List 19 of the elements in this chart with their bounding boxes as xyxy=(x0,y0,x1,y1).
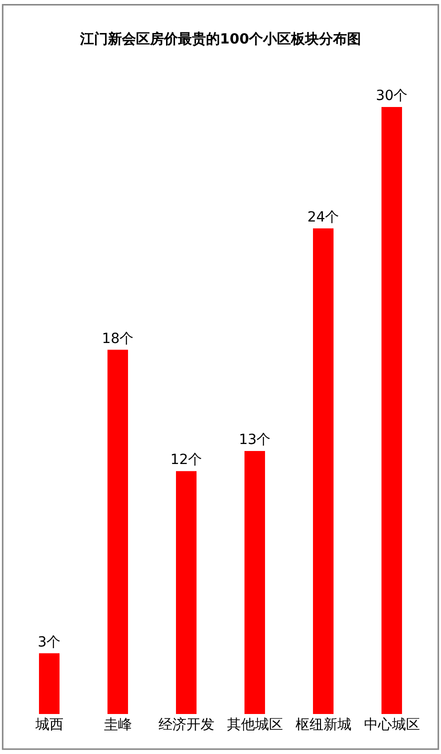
bar xyxy=(38,653,60,714)
bar xyxy=(312,228,334,714)
data-label: 13个 xyxy=(238,432,271,448)
bar xyxy=(381,106,402,714)
data-label: 3个 xyxy=(38,634,61,650)
bar xyxy=(244,450,266,714)
x-tick-label: 枢纽新城 xyxy=(295,717,352,733)
data-label: 12个 xyxy=(170,452,202,468)
chart-title: 江门新会区房价最贵的100个小区板块分布图 xyxy=(78,30,362,48)
x-tick-label: 经济开发 xyxy=(158,717,214,733)
data-label: 30个 xyxy=(376,88,408,104)
x-tick-label: 圭峰 xyxy=(104,717,132,733)
bar xyxy=(107,350,128,714)
x-tick-label: 城西 xyxy=(34,717,64,733)
data-label: 18个 xyxy=(102,330,134,347)
x-tick-label: 中心城区 xyxy=(364,717,420,733)
bar xyxy=(176,471,197,714)
x-tick-label: 其他城区 xyxy=(226,717,283,733)
data-label: 24个 xyxy=(307,209,340,226)
